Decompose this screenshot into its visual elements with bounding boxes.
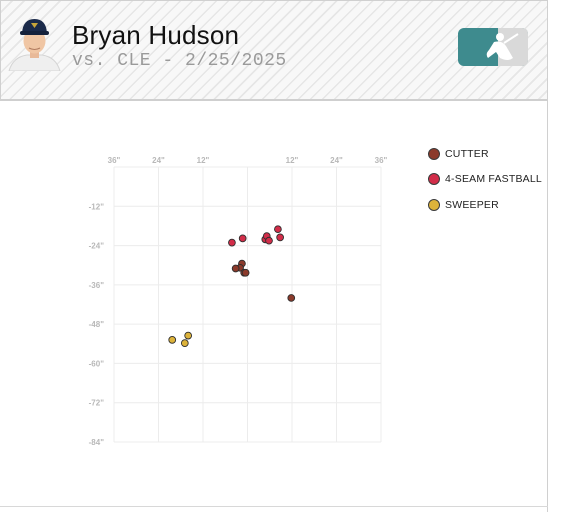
legend-swatch-4-seam-fastball (428, 173, 440, 186)
legend-item-sweeper: SWEEPER (428, 192, 546, 218)
y-tick-label: -36" (89, 281, 105, 290)
pitch-point-4-seam-fastball (276, 233, 284, 242)
y-tick-labels: -12" -24" -36" -48" -60" -72" -84" (89, 202, 105, 447)
y-tick-label: -60" (89, 359, 105, 368)
pitch-point-4-seam-fastball (228, 238, 236, 247)
pitch-point-4-seam-fastball (238, 234, 247, 243)
pitch-point-cutter (241, 268, 250, 277)
pitch-point-4-seam-fastball (265, 236, 273, 245)
panel-divider (0, 506, 548, 507)
pitch-point-4-seam-fastball (274, 225, 282, 234)
legend-label-cutter: CUTTER (445, 147, 489, 160)
legend-swatch-sweeper (428, 198, 440, 211)
grid-lines (113, 166, 382, 443)
pitch-point-sweeper (168, 336, 177, 344)
y-tick-label: -72" (89, 399, 105, 408)
x-tick-label: 36" (375, 156, 388, 165)
x-tick-label: 24" (152, 156, 165, 165)
y-tick-label: -84" (89, 438, 105, 447)
x-tick-label: 12" (286, 156, 299, 165)
pitch-point-sweeper (184, 331, 193, 340)
legend-item-cutter: CUTTER (428, 141, 546, 167)
pitch-point-cutter (231, 264, 240, 273)
pitch-point-sweeper (180, 339, 189, 347)
x-tick-labels: 36" 24" 12" 12" 24" 36" (108, 156, 388, 165)
player-avatar (8, 19, 61, 71)
header-banner: Bryan Hudson vs. CLE - 2/25/2025 (0, 0, 548, 101)
x-tick-label: 24" (330, 156, 343, 165)
y-tick-label: -48" (89, 320, 105, 329)
y-tick-label: -12" (89, 202, 105, 211)
player-name: Bryan Hudson (72, 20, 240, 50)
legend-label-sweeper: SWEEPER (445, 198, 499, 211)
mlb-logo (458, 28, 528, 66)
pitch-point-cutter (287, 294, 296, 302)
y-tick-label: -24" (89, 242, 105, 251)
pitch-location-chart: 36" 24" 12" 12" 24" 36" -12"-24"-36"-48"-60"-… (89, 156, 388, 447)
legend: CUTTER 4-SEAM FASTBALL SWEEPER (428, 141, 546, 218)
pitch-points (168, 225, 296, 347)
x-tick-label: 12" (197, 156, 210, 165)
chart-panel (0, 101, 548, 512)
game-line: vs. CLE - 2/25/2025 (72, 51, 287, 71)
legend-swatch-cutter (428, 147, 440, 160)
legend-item-4-seam-fastball: 4-SEAM FASTBALL (428, 167, 546, 193)
x-tick-label: 36" (108, 156, 121, 165)
legend-label-4-seam-fastball: 4-SEAM FASTBALL (445, 173, 542, 186)
